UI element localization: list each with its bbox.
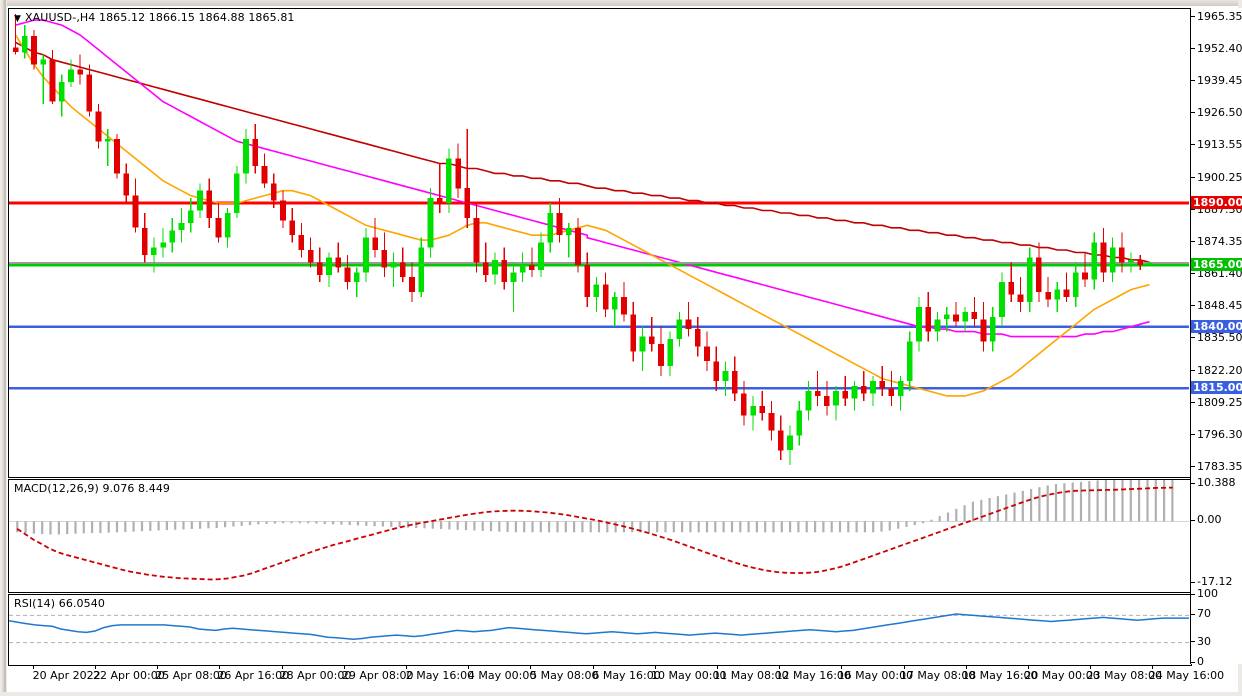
macd-indicator-panel[interactable]: MACD(12,26,9) 9.076 8.449 [8, 479, 1192, 593]
time-label-16: 20 May 00:00 [1024, 669, 1100, 682]
time-label-7: 4 May 00:00 [467, 669, 537, 682]
time-label-2: 25 Apr 08:00 [155, 669, 227, 682]
price-chart-panel[interactable]: ▼ XAUUSD-,H4 1865.12 1866.15 1864.88 1865… [8, 8, 1192, 478]
time-tick-15 [965, 665, 967, 669]
macd-tick-1: 0.00 [1190, 513, 1222, 526]
time-label-13: 16 May 00:00 [837, 669, 914, 682]
macd-tick-0: 10.388 [1190, 476, 1236, 489]
time-label-1: 22 Apr 00:00 [92, 669, 165, 682]
rsi-tick-0: 100 [1190, 587, 1218, 600]
time-label-6: 2 May 16:00 [405, 669, 475, 682]
price-level-tag-1840-00[interactable]: 1840.00 [1191, 319, 1242, 333]
collapse-caret-icon[interactable]: ▼ [14, 14, 22, 24]
time-tick-8 [530, 665, 532, 669]
time-label-8: 5 May 08:00 [530, 669, 599, 682]
time-tick-6 [405, 665, 407, 669]
price-tick-1: 1952.40 [1190, 42, 1242, 55]
time-label-11: 11 May 08:00 [713, 669, 789, 682]
price-tick-2: 1939.45 [1190, 74, 1242, 87]
time-tick-11 [716, 665, 718, 669]
price-tick-3: 1926.50 [1190, 106, 1242, 119]
time-tick-10 [654, 665, 656, 669]
time-label-14: 17 May 08:00 [899, 669, 976, 682]
price-tick-5: 1900.25 [1190, 171, 1242, 184]
time-tick-12 [779, 665, 781, 669]
scale-axis-line [1190, 8, 1191, 664]
rsi-indicator-panel[interactable]: RSI(14) 66.0540 [8, 594, 1192, 666]
window-top-edge [0, 0, 1242, 6]
time-label-15: 18 May 16:00 [962, 669, 1038, 682]
macd-chart-canvas[interactable] [9, 480, 1189, 590]
time-tick-9 [592, 665, 594, 669]
symbol-ohlc-text: XAUUSD-,H4 1865.12 1866.15 1864.88 1865.… [25, 11, 295, 24]
price-tick-9: 1848.45 [1190, 299, 1242, 312]
rsi-tick-3: 0 [1190, 655, 1204, 668]
time-label-0: 20 Apr 2022 [32, 669, 101, 682]
time-tick-3 [219, 665, 221, 669]
price-tick-13: 1796.30 [1190, 428, 1242, 441]
price-chart-canvas[interactable] [9, 9, 1189, 475]
price-tick-7: 1874.35 [1190, 235, 1242, 248]
time-tick-14 [903, 665, 905, 669]
time-label-3: 26 Apr 16:00 [217, 669, 290, 682]
price-level-tag-1815-00[interactable]: 1815.00 [1191, 381, 1242, 395]
time-label-17: 23 May 08:00 [1086, 669, 1162, 682]
price-tick-4: 1913.55 [1190, 138, 1242, 151]
rsi-tick-1: 70 [1190, 607, 1211, 620]
time-tick-1 [94, 665, 96, 669]
price-level-tag-1865-00[interactable]: 1865.00 [1191, 257, 1242, 271]
price-tick-10: 1835.50 [1190, 331, 1242, 344]
time-tick-18 [1152, 665, 1154, 669]
time-tick-4 [281, 665, 283, 669]
window-left-edge[interactable] [0, 0, 7, 696]
time-tick-7 [468, 665, 470, 669]
price-panel-header: ▼ XAUUSD-,H4 1865.12 1866.15 1864.88 1865… [14, 11, 295, 24]
time-label-9: 6 May 16:00 [592, 669, 661, 682]
price-tick-14: 1783.35 [1190, 460, 1242, 473]
time-tick-0 [32, 665, 34, 669]
time-label-10: 10 May 00:00 [651, 669, 727, 682]
time-tick-2 [157, 665, 159, 669]
rsi-chart-canvas[interactable] [9, 595, 1189, 663]
rsi-tick-2: 30 [1190, 635, 1211, 648]
price-tick-11: 1822.20 [1190, 364, 1242, 377]
time-label-4: 28 Apr 00:00 [279, 669, 352, 682]
macd-tick-2: -17.12 [1190, 575, 1232, 588]
time-tick-16 [1028, 665, 1030, 669]
macd-label: MACD(12,26,9) 9.076 8.449 [14, 482, 171, 495]
time-axis: 20 Apr 2022 22 Apr 00:00 25 Apr 08:00 26 Ap… [8, 665, 1242, 689]
time-tick-13 [841, 665, 843, 669]
rsi-label: RSI(14) 66.0540 [14, 597, 105, 610]
time-label-5: 29 Apr 08:00 [341, 669, 414, 682]
price-level-tag-1890-00[interactable]: 1890.00 [1191, 196, 1242, 210]
price-tick-12: 1809.25 [1190, 396, 1242, 409]
window-bottom-edge [0, 692, 1242, 696]
time-label-18: 24 May 16:00 [1148, 669, 1225, 682]
price-tick-0: 1965.35 [1190, 10, 1242, 23]
time-tick-5 [343, 665, 345, 669]
time-tick-17 [1090, 665, 1092, 669]
time-label-12: 12 May 16:00 [775, 669, 851, 682]
price-scale[interactable]: 1965.35 1952.40 1939.45 1926.50 1913.55 1900.… [1190, 8, 1242, 668]
